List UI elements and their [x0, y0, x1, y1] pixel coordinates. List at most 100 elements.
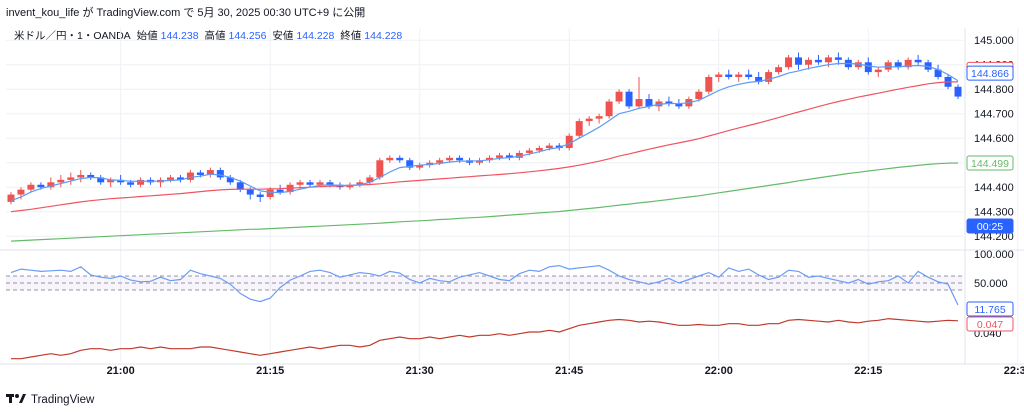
candle-body — [785, 57, 793, 68]
time-tick-label: 21:15 — [256, 365, 284, 377]
candle-body — [266, 189, 274, 198]
price-tick-label: 144.800 — [974, 84, 1014, 96]
candle-body — [456, 157, 464, 161]
candle-body — [316, 182, 324, 185]
candle-body — [804, 59, 812, 65]
candle-body — [745, 74, 753, 77]
candle-body — [515, 152, 523, 158]
open-value: 144.238 — [160, 30, 199, 42]
candle-body — [216, 170, 224, 178]
candle-body — [196, 172, 204, 175]
candle-body — [525, 150, 533, 153]
price-tag-box — [966, 65, 1014, 81]
candle-body — [366, 177, 374, 183]
candle-body — [854, 62, 862, 68]
candle-body — [834, 57, 842, 60]
candle-body — [127, 182, 135, 185]
candle-body — [137, 179, 145, 185]
candle-body — [555, 145, 563, 149]
candle-body — [874, 69, 882, 73]
candle-body — [904, 59, 912, 68]
candle-body — [585, 118, 593, 122]
time-tick-label: 22:15 — [854, 365, 882, 377]
candle-body — [735, 74, 743, 77]
low-value: 144.228 — [296, 30, 335, 42]
candle-body — [176, 177, 184, 180]
candle-body — [775, 67, 783, 73]
price-tag: 144.866 — [971, 68, 1009, 80]
candle-body — [575, 121, 583, 136]
brand-name: TradingView — [31, 393, 95, 406]
candle-body — [625, 91, 633, 107]
candle-body — [47, 182, 55, 188]
candle-body — [226, 177, 234, 183]
candle-body — [446, 157, 454, 161]
candle-body — [894, 62, 902, 68]
close-label: 終値 — [340, 30, 362, 42]
candle-body — [864, 62, 872, 73]
high-value: 144.256 — [228, 30, 267, 42]
osc2-value-tag: 0.047 — [977, 319, 1003, 331]
countdown-tag: 00:25 — [977, 221, 1003, 233]
candle-body — [386, 157, 394, 161]
price-tick-label: 144.200 — [974, 231, 1014, 243]
symbol-legend: 米ドル／円・1・OANDA 始値 144.238 高値 144.256 安値 144.… — [14, 28, 405, 43]
candle-body — [954, 86, 962, 97]
candle-body — [166, 177, 174, 180]
candle-body — [715, 74, 723, 77]
candle-body — [495, 155, 503, 158]
candle-body — [814, 59, 822, 63]
candle-body — [665, 101, 673, 104]
candle-body — [326, 182, 334, 185]
candle-body — [27, 184, 35, 190]
close-value: 144.228 — [364, 30, 403, 42]
price-tick-label: 144.600 — [974, 133, 1014, 145]
candle-body — [406, 160, 414, 168]
ma-fast-line — [10, 62, 959, 202]
ma-slow-line — [10, 162, 959, 242]
candle-body — [356, 182, 364, 185]
symbol-name[interactable]: 米ドル／円・1・OANDA — [14, 30, 131, 42]
candle-body — [635, 99, 643, 107]
candle-body — [77, 174, 85, 178]
candle-body — [725, 74, 733, 77]
candle-body — [7, 194, 15, 202]
candle-body — [934, 69, 942, 77]
candle-body — [505, 155, 513, 158]
candle-body — [485, 157, 493, 161]
candle-body — [884, 62, 892, 70]
candle-body — [615, 91, 623, 102]
candle-body — [795, 57, 803, 65]
footer-brand: TradingView — [6, 392, 94, 407]
candle-body — [914, 59, 922, 63]
candle-body — [256, 194, 264, 198]
ma-mid-line — [10, 81, 958, 213]
candle-body — [376, 160, 384, 178]
candle-body — [17, 189, 25, 195]
candle-body — [186, 172, 194, 180]
osc1-value-tag-box — [966, 301, 1014, 317]
price-tick-label: 144.300 — [974, 207, 1014, 219]
candle-body — [605, 101, 613, 117]
candle-body — [416, 165, 424, 168]
osc2-line — [11, 318, 959, 360]
price-tick-label: 144.700 — [974, 109, 1014, 121]
open-label: 始値 — [136, 30, 158, 42]
osc1-tick-label: 50.000 — [974, 278, 1008, 290]
osc2-value-tag-box — [966, 316, 1014, 332]
tradingview-logo-icon — [6, 392, 26, 407]
candle-body — [545, 145, 553, 149]
high-label: 高値 — [204, 30, 226, 42]
candle-body — [37, 184, 45, 188]
candle-body — [296, 182, 304, 185]
time-tick-label: 21:30 — [406, 365, 434, 377]
candle-body — [705, 76, 713, 92]
candle-body — [117, 179, 125, 183]
time-tick-label: 21:45 — [555, 365, 583, 377]
candle-body — [645, 99, 653, 107]
candle-body — [57, 179, 65, 183]
osc1-value-tag: 11.765 — [974, 304, 1005, 316]
candle-body — [675, 103, 683, 107]
candle-body — [306, 182, 314, 185]
